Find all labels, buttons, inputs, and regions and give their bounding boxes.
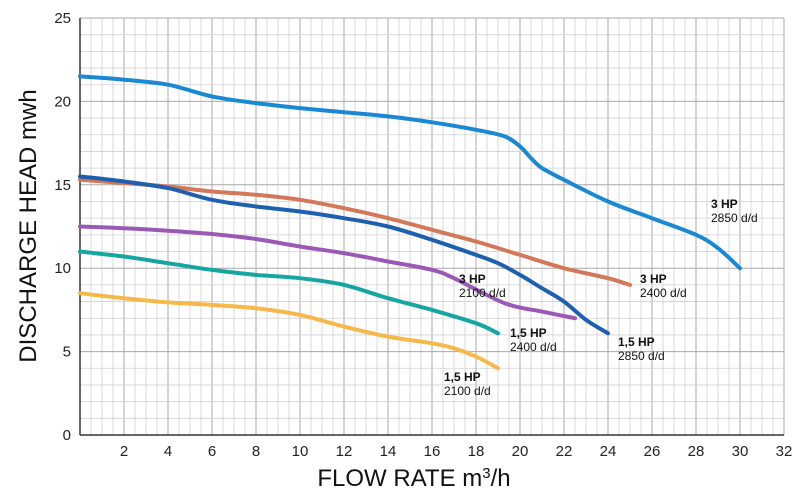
series-label-rpm: 2400 d/d [510, 340, 557, 354]
x-tick-label: 32 [776, 443, 793, 460]
series-label-rpm: 2400 d/d [640, 286, 687, 300]
x-axis-label: FLOW RATE m3/h [317, 465, 510, 493]
series-label-rpm: 2850 d/d [711, 211, 758, 225]
x-tick-label: 4 [164, 443, 172, 460]
x-tick-label: 28 [688, 443, 705, 460]
y-axis-label: DISCHARGE HEAD mwh [15, 89, 42, 362]
x-tick-label: 24 [600, 443, 617, 460]
series-line-1-5-hp-2100-d-d [78, 291, 500, 371]
x-tick-label: 26 [644, 443, 661, 460]
y-tick-label: 15 [54, 177, 71, 194]
series-line-1-5-hp-2400-d-d [78, 249, 500, 336]
y-tick-label: 10 [54, 260, 71, 277]
series-label-rpm: 2100 d/d [459, 286, 506, 300]
x-tick-label: 16 [424, 443, 441, 460]
series-label-hp: 1,5 HP [510, 326, 547, 340]
series-line-3-hp-2850-d-d [78, 74, 742, 271]
x-tick-label: 8 [252, 443, 260, 460]
series-label-rpm: 2100 d/d [444, 384, 491, 398]
y-tick-label: 5 [63, 344, 71, 361]
series-label-hp: 1,5 HP [444, 370, 481, 384]
y-tick-label: 20 [54, 93, 71, 110]
x-tick-label: 2 [120, 443, 128, 460]
x-tick-label: 14 [380, 443, 397, 460]
series-lines [78, 74, 742, 371]
series-label-hp: 3 HP [711, 197, 738, 211]
x-tick-label: 18 [468, 443, 485, 460]
series-label-rpm: 2850 d/d [618, 349, 665, 363]
x-tick-label: 12 [336, 443, 353, 460]
series-label-hp: 3 HP [459, 272, 486, 286]
grid [79, 17, 785, 436]
series-line-3-hp-2400-d-d [78, 177, 632, 287]
y-tick-label: 25 [54, 10, 71, 27]
x-tick-label: 10 [292, 443, 309, 460]
series-label-hp: 3 HP [640, 272, 667, 286]
x-tick-label: 6 [208, 443, 216, 460]
x-tick-label: 20 [512, 443, 529, 460]
x-tick-label: 22 [556, 443, 573, 460]
series-label-hp: 1,5 HP [618, 335, 655, 349]
y-tick-label: 0 [63, 427, 71, 444]
series-line-1-5-hp-2850-d-d [78, 174, 610, 336]
series-line-3-hp-2100-d-d [78, 224, 577, 321]
x-tick-label: 30 [732, 443, 749, 460]
